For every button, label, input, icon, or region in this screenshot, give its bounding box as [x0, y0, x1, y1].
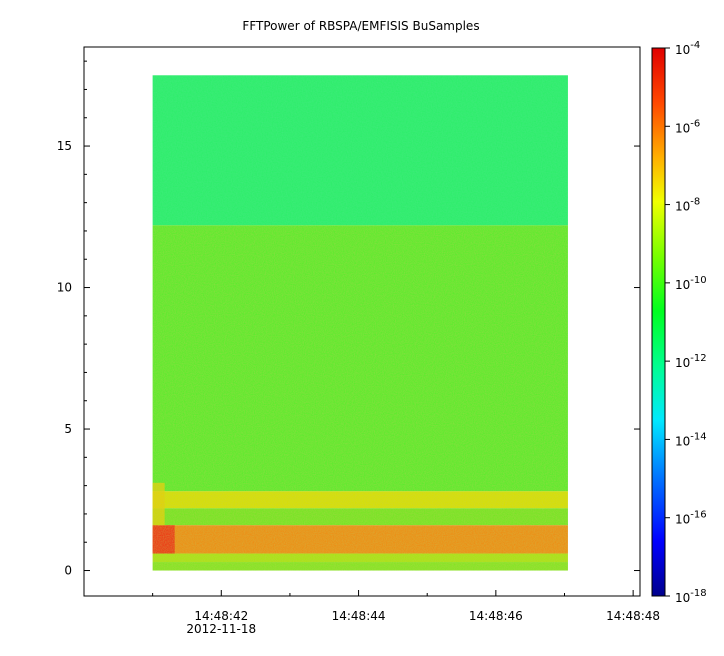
colorbar-tick-label: 10-6	[675, 118, 700, 135]
colorbar-tick-label: 10-16	[675, 510, 707, 527]
x-tick-label: 14:48:42	[194, 609, 248, 623]
y-tick-label: 5	[64, 422, 72, 436]
colorbar-ticks: 10-4 10-6 10-8 10-10 10-12 10-14 10-16 10-18	[665, 40, 707, 605]
spectrogram-band-texture	[152, 75, 568, 226]
chart-title: FFTPower of RBSPA/EMFISIS BuSamples	[242, 19, 479, 33]
x-tick-label: 14:48:48	[606, 609, 660, 623]
colorbar-gradient	[651, 47, 666, 597]
x-tick-label: 14:48:44	[332, 609, 386, 623]
spectrogram-band-texture	[152, 525, 568, 554]
x-tick-label: 14:48:46	[469, 609, 523, 623]
spectrogram-band-texture	[152, 508, 568, 526]
colorbar-tick-label: 10-18	[675, 588, 707, 605]
spectrogram-texture	[152, 75, 568, 571]
y-axis: 0 5 10 15	[57, 60, 640, 578]
spectrogram-band-texture	[152, 553, 568, 563]
colorbar: 10-4 10-6 10-8 10-10 10-12 10-14 10-16 10-18	[651, 40, 707, 605]
colorbar-tick-label: 10-10	[675, 275, 707, 292]
colorbar-tick-label: 10-4	[675, 40, 700, 57]
spectrogram-band-texture	[152, 225, 568, 492]
y-tick-label: 15	[57, 139, 72, 153]
y-tick-label: 10	[57, 281, 72, 295]
y-tick-label: 0	[64, 564, 72, 578]
colorbar-tick-label: 10-8	[675, 197, 700, 214]
spectrogram-band-texture	[152, 562, 568, 571]
colorbar-tick-label: 10-12	[675, 353, 707, 370]
x-tick-date-label: 2012-11-18	[186, 622, 256, 636]
colorbar-tick-label: 10-14	[675, 431, 707, 448]
spectrogram-band-texture	[152, 491, 568, 509]
